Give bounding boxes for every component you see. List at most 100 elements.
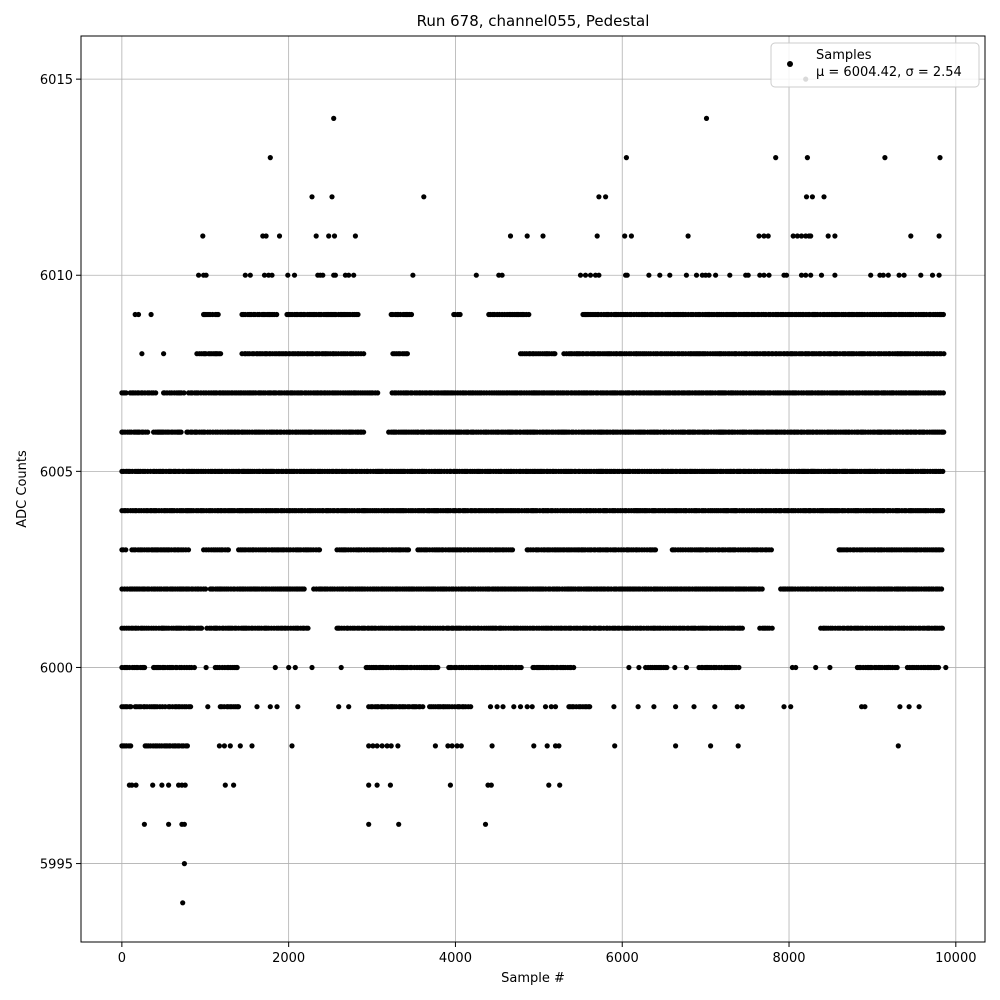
data-point [548,704,554,710]
data-point [727,272,733,278]
data-point [181,390,187,396]
data-point [291,272,298,278]
data-point [596,194,602,200]
data-point [794,233,801,239]
data-point [263,233,269,239]
data-point [882,155,888,161]
data-point [940,468,946,474]
x-tick-label: 6000 [606,951,639,966]
data-point [734,704,740,710]
data-point [896,272,902,278]
data-point [331,233,338,239]
data-point [320,272,326,278]
data-point [895,743,901,749]
data-point [272,664,278,671]
data-point [200,233,206,239]
data-point [454,743,460,749]
data-point [518,664,524,671]
data-point [862,704,868,710]
data-point [793,664,799,671]
data-point [352,233,358,239]
data-point [135,311,142,318]
data-point [623,155,630,161]
x-tick-label: 8000 [772,951,805,966]
data-point [361,429,367,435]
data-point [225,547,231,553]
data-point [142,664,148,671]
data-point [552,704,559,710]
data-point [235,704,242,710]
data-point [804,155,811,161]
y-tick-label: 6005 [40,465,73,480]
data-point [757,272,763,278]
data-point [242,272,248,278]
data-point [657,272,663,278]
data-point [941,429,947,435]
data-point [542,704,549,710]
data-point [261,272,268,278]
data-point [292,664,298,671]
data-point [918,272,924,278]
data-point [387,782,393,788]
data-point [821,194,827,200]
data-point [468,704,474,710]
data-point [346,272,352,278]
data-point [184,743,190,749]
data-point [384,743,390,749]
data-point [267,704,273,710]
data-point [182,782,188,788]
data-point [524,704,530,710]
data-point [511,704,517,710]
data-point [305,625,311,631]
data-point [222,782,228,788]
data-point [790,233,796,239]
y-tick-label: 6000 [40,661,73,676]
data-point [683,664,690,671]
data-point [346,704,352,710]
data-point [404,351,410,357]
data-point [628,233,635,239]
data-point [153,390,159,396]
x-tick-label: 10000 [935,951,976,966]
data-point [571,664,577,671]
data-point [249,743,255,749]
data-point [808,272,814,278]
data-point [612,743,618,749]
data-point [773,155,779,161]
y-axis-label: ADC Counts [15,450,30,528]
data-point [736,664,742,671]
data-point [216,743,222,749]
data-point [473,272,479,278]
data-point [540,233,546,239]
data-point [123,547,129,553]
data-point [901,272,907,278]
data-point [935,664,942,671]
data-point [761,233,767,239]
data-point [408,311,415,318]
legend-box [770,42,980,88]
data-point [940,508,946,514]
data-point [936,272,942,278]
data-point [420,704,426,710]
data-point [374,743,380,749]
data-point [128,704,134,710]
data-point [673,743,679,749]
data-point [798,233,805,239]
data-points [119,76,949,906]
data-point [375,390,381,396]
data-point [939,547,945,553]
data-point [673,704,679,710]
data-point [458,743,464,749]
data-point [309,194,315,200]
data-point [803,194,810,200]
data-point [141,821,147,827]
data-point [739,625,746,631]
data-point [274,311,280,318]
data-point [447,782,453,788]
data-point [622,233,628,239]
data-point [507,233,514,239]
data-point [664,664,670,671]
data-point [672,664,678,671]
data-point [765,233,771,239]
